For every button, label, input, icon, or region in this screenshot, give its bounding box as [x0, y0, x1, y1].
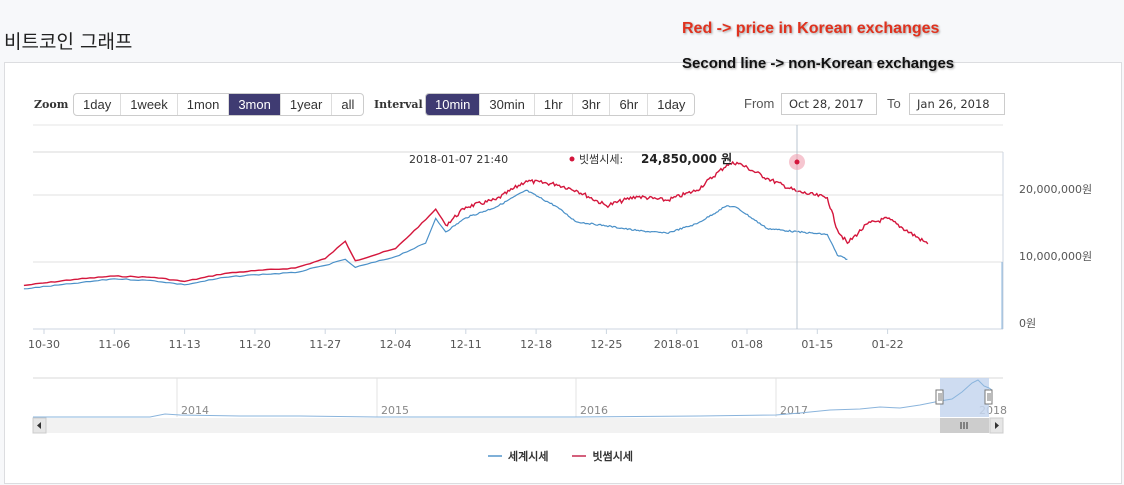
legend-label: 세계시세 — [508, 450, 549, 463]
interval-3hr-button[interactable]: 3hr — [573, 94, 611, 115]
interval-label: Interval — [374, 98, 423, 111]
zoom-1day-button[interactable]: 1day — [74, 94, 122, 115]
annotation-red-note: Red -> price in Korean exchanges — [682, 20, 940, 37]
interval-1day-button[interactable]: 1day — [657, 97, 686, 112]
from-date-input[interactable]: Oct 28, 2017 — [781, 93, 877, 115]
page-title: 비트코인 그래프 — [4, 31, 133, 53]
zoom-button-group: 1day 1week 1mon 3mon 1year all — [73, 93, 365, 116]
legend-line-icon — [488, 455, 502, 457]
zoom-1mon-button[interactable]: 1mon — [178, 94, 230, 115]
from-label: From — [744, 96, 775, 111]
to-date-input[interactable]: Jan 26, 2018 — [909, 93, 1005, 115]
legend-label: 빗썸시세 — [592, 450, 633, 463]
interval-6hr-button[interactable]: 6hr — [610, 94, 649, 115]
interval-button-group: 10min 30min 1hr 3hr 6hr 1day — [425, 93, 696, 116]
legend-line-icon — [572, 455, 587, 457]
chart-legend: 세계시세 빗썸시세 — [488, 448, 633, 464]
zoom-1week-button[interactable]: 1week — [121, 94, 178, 115]
interval-1hr-button[interactable]: 1hr — [535, 94, 573, 115]
interval-10min-button[interactable]: 10min — [426, 94, 481, 115]
zoom-all-button[interactable]: all — [341, 97, 355, 112]
legend-item-world[interactable]: 세계시세 — [488, 448, 548, 464]
interval-30min-button[interactable]: 30min — [480, 94, 535, 115]
annotation-second-note: Second line -> non-Korean exchanges — [682, 55, 955, 72]
zoom-label: Zoom — [34, 98, 69, 111]
zoom-3mon-button[interactable]: 3mon — [229, 94, 281, 115]
zoom-1year-button[interactable]: 1year — [281, 94, 333, 115]
to-label: To — [887, 96, 901, 111]
legend-item-korea[interactable]: 빗썸시세 — [572, 448, 633, 464]
chart-panel — [4, 62, 1122, 484]
